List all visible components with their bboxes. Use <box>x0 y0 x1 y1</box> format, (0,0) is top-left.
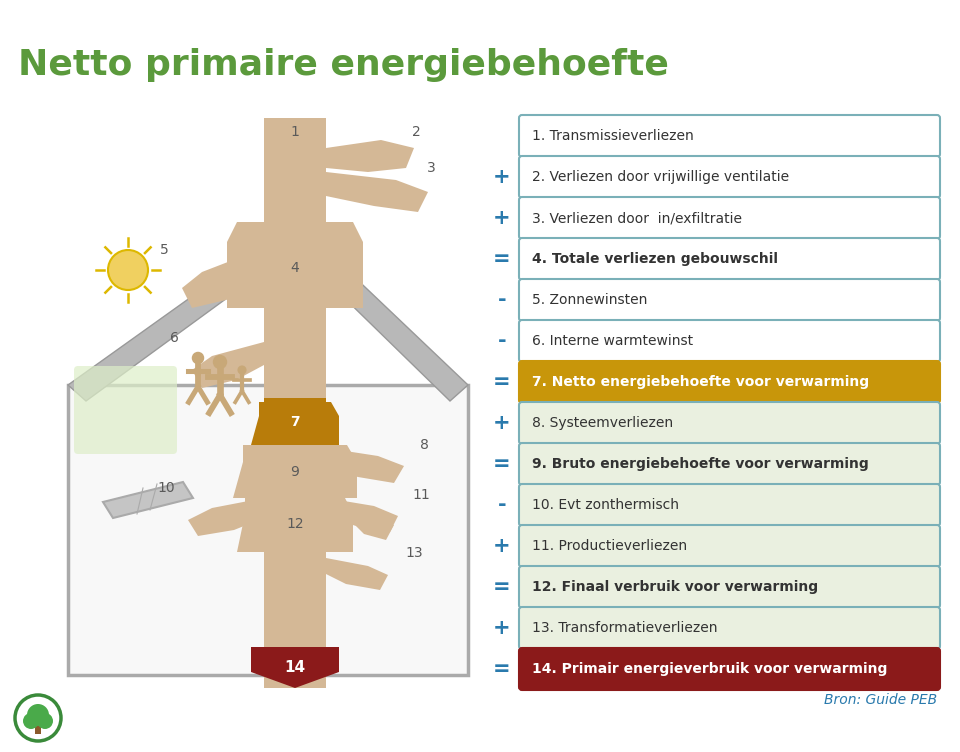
Text: 10. Evt zonthermisch: 10. Evt zonthermisch <box>532 498 679 512</box>
Text: 11. Productieverliezen: 11. Productieverliezen <box>532 539 687 553</box>
FancyBboxPatch shape <box>519 238 940 280</box>
FancyBboxPatch shape <box>519 279 940 321</box>
FancyBboxPatch shape <box>519 402 940 444</box>
Text: 6. Interne warmtewinst: 6. Interne warmtewinst <box>532 334 693 348</box>
Polygon shape <box>326 448 404 483</box>
Polygon shape <box>68 230 301 401</box>
Text: 4. Totale verliezen gebouwschil: 4. Totale verliezen gebouwschil <box>532 252 778 266</box>
Polygon shape <box>227 222 363 308</box>
Text: 3: 3 <box>426 161 436 175</box>
Text: =: = <box>493 372 511 392</box>
Text: 8. Systeemverliezen: 8. Systeemverliezen <box>532 416 673 430</box>
Text: 5: 5 <box>159 243 168 257</box>
Bar <box>35 725 41 734</box>
Bar <box>264 398 326 449</box>
FancyBboxPatch shape <box>519 156 940 198</box>
Text: 12: 12 <box>286 517 303 531</box>
Text: =: = <box>493 249 511 269</box>
Polygon shape <box>326 558 388 590</box>
Text: =: = <box>493 659 511 679</box>
Polygon shape <box>265 118 325 155</box>
Text: +: + <box>493 618 511 638</box>
Text: 2. Verliezen door vrijwillige ventilatie: 2. Verliezen door vrijwillige ventilatie <box>532 170 789 184</box>
Text: 12. Finaal verbruik voor verwarming: 12. Finaal verbruik voor verwarming <box>532 580 818 594</box>
Bar <box>264 552 326 647</box>
Text: 3. Verliezen door  in/exfiltratie: 3. Verliezen door in/exfiltratie <box>532 211 742 225</box>
Bar <box>68 385 468 675</box>
Text: +: + <box>493 413 511 433</box>
Text: 1: 1 <box>291 125 300 139</box>
Text: 11: 11 <box>412 488 430 502</box>
Circle shape <box>192 352 204 364</box>
Polygon shape <box>326 498 398 532</box>
Circle shape <box>27 704 49 726</box>
Circle shape <box>108 250 148 290</box>
Text: Bron: Guide PEB: Bron: Guide PEB <box>824 693 937 707</box>
FancyBboxPatch shape <box>519 566 940 608</box>
Text: =: = <box>493 454 511 474</box>
Polygon shape <box>192 342 264 388</box>
Polygon shape <box>188 498 264 536</box>
Text: 14. Primair energieverbruik voor verwarming: 14. Primair energieverbruik voor verwarm… <box>532 662 887 676</box>
Text: -: - <box>497 495 506 515</box>
FancyBboxPatch shape <box>519 115 940 157</box>
Text: 7. Netto energiebehoefte voor verwarming: 7. Netto energiebehoefte voor verwarming <box>532 375 869 389</box>
FancyBboxPatch shape <box>519 648 940 690</box>
Text: 7: 7 <box>290 415 300 429</box>
Text: 6: 6 <box>170 331 179 345</box>
Polygon shape <box>182 248 264 308</box>
Text: +: + <box>493 208 511 228</box>
Text: 4: 4 <box>291 261 300 275</box>
FancyBboxPatch shape <box>519 361 940 403</box>
FancyBboxPatch shape <box>519 320 940 362</box>
Text: 2: 2 <box>412 125 420 139</box>
Text: 1. Transmissieverliezen: 1. Transmissieverliezen <box>532 129 694 143</box>
Text: 13: 13 <box>405 546 422 560</box>
Text: =: = <box>493 577 511 597</box>
Text: 9. Bruto energiebehoefte voor verwarming: 9. Bruto energiebehoefte voor verwarming <box>532 457 869 471</box>
Text: -: - <box>497 290 506 310</box>
FancyBboxPatch shape <box>519 525 940 567</box>
Text: 14: 14 <box>284 660 305 675</box>
FancyBboxPatch shape <box>519 484 940 526</box>
FancyBboxPatch shape <box>74 366 177 454</box>
Polygon shape <box>103 482 193 518</box>
Circle shape <box>213 355 228 369</box>
Circle shape <box>237 365 247 374</box>
Circle shape <box>37 713 53 729</box>
Polygon shape <box>237 498 353 552</box>
Text: 5. Zonnewinsten: 5. Zonnewinsten <box>532 293 647 307</box>
Text: 13. Transformatieverliezen: 13. Transformatieverliezen <box>532 621 717 635</box>
FancyBboxPatch shape <box>519 197 940 239</box>
Polygon shape <box>251 402 339 445</box>
Text: +: + <box>493 536 511 556</box>
Text: +: + <box>493 167 511 187</box>
Text: -: - <box>497 331 506 351</box>
Polygon shape <box>233 445 357 498</box>
Text: Netto primaire energiebehoefte: Netto primaire energiebehoefte <box>18 48 669 82</box>
Text: 10: 10 <box>157 481 175 495</box>
FancyBboxPatch shape <box>519 607 940 649</box>
Text: 8: 8 <box>420 438 428 452</box>
Text: 9: 9 <box>291 465 300 479</box>
Circle shape <box>23 713 39 729</box>
Polygon shape <box>326 140 414 172</box>
Polygon shape <box>289 230 468 401</box>
Bar <box>264 118 326 688</box>
Circle shape <box>15 695 61 741</box>
Polygon shape <box>326 172 428 212</box>
FancyBboxPatch shape <box>519 443 940 485</box>
Polygon shape <box>356 516 394 540</box>
Polygon shape <box>251 647 339 688</box>
